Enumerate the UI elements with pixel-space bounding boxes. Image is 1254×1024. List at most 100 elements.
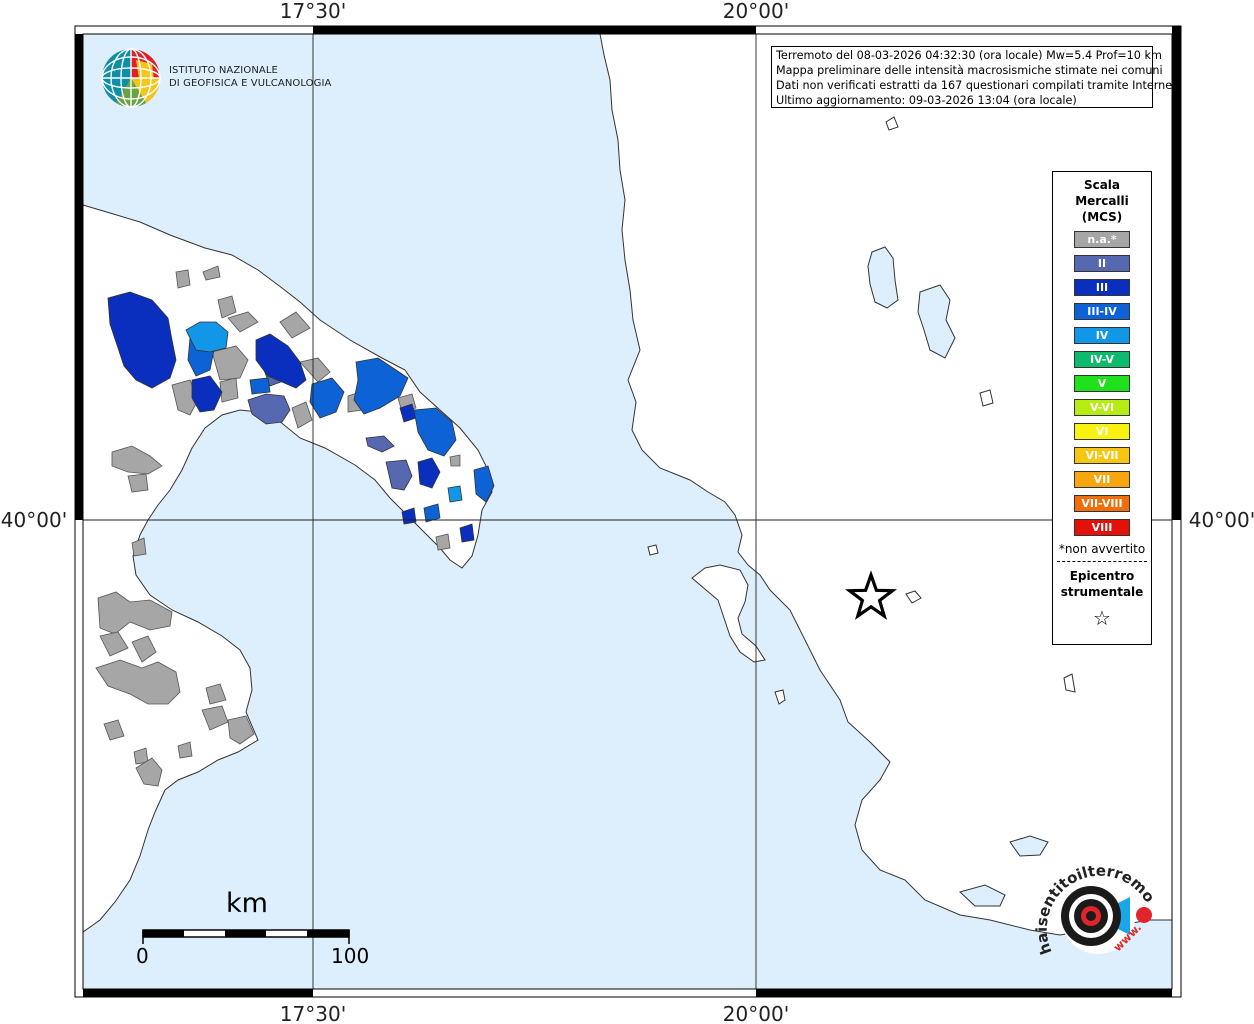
- map-frame: [74, 25, 1182, 998]
- municipality-na: [211, 345, 249, 381]
- municipality-na: [99, 631, 129, 657]
- legend-separator: [1057, 561, 1147, 562]
- municipality-iii: [417, 457, 441, 489]
- municipality-iii-iv: [309, 377, 345, 419]
- municipality-na: [291, 401, 313, 429]
- municipality-na: [205, 683, 227, 705]
- legend-swatch: III: [1074, 279, 1130, 296]
- municipality-na: [95, 659, 181, 705]
- ingv-logo-line1: ISTITUTO NAZIONALE: [169, 65, 278, 76]
- event-info-line: Ultimo aggiornamento: 09-03-2026 13:04 (…: [776, 94, 1077, 107]
- ingv-logo-line2: DI GEOFISICA E VULCANOLOGIA: [169, 78, 332, 89]
- legend-swatch: VIII: [1074, 519, 1130, 536]
- legend-epicenter-label: Epicentro strumentale: [1053, 568, 1151, 600]
- municipality-na: [111, 445, 163, 475]
- municipality-na: [217, 295, 237, 319]
- legend-title-line: Scala: [1083, 178, 1121, 192]
- island-small-5: [979, 389, 994, 407]
- epicenter-star: [845, 570, 897, 620]
- legend-swatch: VII-VIII: [1074, 495, 1130, 512]
- municipality-na: [131, 635, 157, 663]
- sea-inlet-1: [867, 246, 899, 309]
- island-small-3: [1063, 673, 1076, 693]
- municipality-na: [219, 377, 239, 403]
- legend-swatch: IV: [1074, 327, 1130, 344]
- legend-title-line: (MCS): [1081, 210, 1123, 224]
- legend-swatch: IV-V: [1074, 351, 1130, 368]
- municipality-iii: [255, 333, 307, 389]
- municipality-iii: [191, 375, 223, 413]
- municipality-iii-iv: [413, 407, 457, 457]
- municipality-iii: [459, 523, 475, 543]
- municipality-ii: [385, 459, 413, 491]
- legend-swatch: VI-VII: [1074, 447, 1130, 464]
- legend-star-icon: ☆: [1093, 606, 1111, 630]
- scale-bar: [142, 929, 350, 944]
- island-small-2: [647, 544, 659, 556]
- lat-label-left: 40°00': [1, 508, 67, 532]
- municipality-na: [127, 473, 149, 493]
- municipality-na: [177, 741, 193, 759]
- municipality-iii-iv: [353, 357, 409, 415]
- ingv-logo-globe: [101, 48, 161, 108]
- municipality-na: [279, 311, 311, 339]
- municipality-na: [435, 533, 451, 551]
- graticule: [83, 34, 1172, 989]
- legend-swatch: II: [1074, 255, 1130, 272]
- municipality-iii-iv: [249, 377, 271, 395]
- municipality-na: [97, 591, 173, 635]
- legend-swatch: V: [1074, 375, 1130, 392]
- municipality-na: [175, 269, 191, 289]
- municipality-na: [227, 311, 259, 333]
- land-balkans: [599, 33, 1173, 936]
- legend-swatch: V-VI: [1074, 399, 1130, 416]
- legend-items: n.a.* II III III-IV IV IV-V V V-VI VI VI-VII VII VI…: [1053, 231, 1151, 536]
- event-info-line: Mappa preliminare delle intensità macros…: [776, 64, 1163, 77]
- legend-epicenter-line: Epicentro: [1069, 569, 1135, 583]
- sea-inlet-4: [959, 884, 1006, 907]
- municipality-na: [299, 357, 331, 383]
- municipality-na: [135, 757, 163, 787]
- event-info-box: Terremoto del 08-03-2026 04:32:30 (ora l…: [771, 46, 1181, 108]
- lon-label-top-left: 17°30': [280, 0, 346, 23]
- event-info-line: Terremoto del 08-03-2026 04:32:30 (ora l…: [776, 49, 1162, 62]
- sea-inlet-3: [1009, 835, 1049, 857]
- legend-note: *non avvertito: [1058, 542, 1146, 556]
- municipality-iv: [447, 485, 463, 503]
- lon-label-bottom-right: 20°00': [723, 1002, 789, 1024]
- legend-swatch: n.a.*: [1074, 231, 1130, 248]
- municipality-iii-iv: [473, 465, 495, 503]
- legend-swatch: VII: [1074, 471, 1130, 488]
- scale-max: 100: [331, 944, 370, 968]
- lat-label-right: 40°00': [1189, 508, 1254, 532]
- municipality-na: [103, 719, 125, 741]
- legend-epicenter-line: strumentale: [1060, 585, 1144, 599]
- municipality-na: [171, 379, 199, 416]
- sea-inlet-2: [917, 284, 956, 359]
- haisentito-logo: [1061, 880, 1152, 954]
- municipality-iv: [185, 321, 229, 353]
- municipality-na: [227, 715, 255, 745]
- scale-unit: km: [226, 888, 268, 919]
- lon-label-bottom-left: 17°30': [280, 1002, 346, 1024]
- municipalities-iii: [107, 291, 475, 543]
- event-info-line: Dati non verificati estratti da 167 ques…: [776, 79, 1181, 92]
- municipalities-iv: [185, 321, 463, 503]
- legend-title: Scala Mercalli (MCS): [1053, 177, 1151, 225]
- island-paxos: [774, 689, 786, 705]
- municipality-iii-iv: [423, 503, 441, 523]
- scale-min: 0: [136, 944, 149, 968]
- lon-label-top-right: 20°00': [723, 0, 789, 23]
- municipality-iii: [107, 291, 177, 389]
- legend-swatch: III-IV: [1074, 303, 1130, 320]
- municipality-ii: [365, 435, 395, 453]
- ingv-logo-text: ISTITUTO NAZIONALE DI GEOFISICA E VULCAN…: [169, 64, 332, 90]
- island-small-4: [885, 116, 899, 131]
- municipalities-na: [95, 265, 461, 787]
- intensity-legend: Scala Mercalli (MCS) n.a.* II III III-IV IV I…: [1052, 171, 1152, 645]
- municipality-ii: [247, 393, 291, 425]
- legend-title-line: Mercalli: [1075, 194, 1129, 208]
- legend-swatch: VI: [1074, 423, 1130, 440]
- island-small-1: [905, 590, 922, 604]
